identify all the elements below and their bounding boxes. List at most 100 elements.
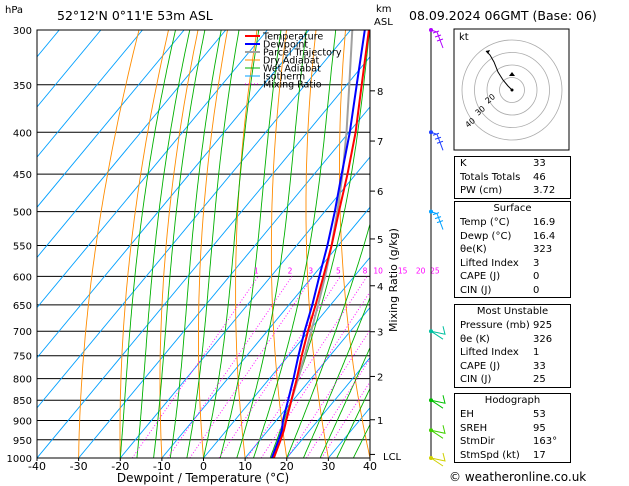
storm-motion-icon [509, 72, 515, 76]
mixing-ratio-line [131, 276, 259, 458]
hodograph-row: StmSpd (kt) 17 [455, 449, 570, 463]
dry-adiabat-line [403, 30, 453, 458]
surface-label: θe(K) [460, 244, 487, 255]
wet-adiabat-line [203, 30, 260, 458]
index-row: PW (cm) 3.72 [455, 184, 570, 198]
hodograph-value: 17 [533, 449, 546, 461]
surface-table: Surface Temp (°C) 16.9 Dewp (°C) 16.4 θe(K… [454, 201, 571, 298]
hpa-label: hPa [5, 5, 23, 16]
pressure-tick-label: 950 [13, 436, 32, 447]
isotherm-line [203, 256, 370, 458]
isotherm-line [37, 56, 370, 458]
wind-barb [430, 29, 444, 49]
hodograph-value: 95 [533, 422, 546, 434]
hodograph-trace [485, 50, 513, 91]
surface-label: Temp (°C) [460, 217, 510, 228]
pressure-tick-label: 550 [13, 241, 32, 252]
index-row: K 33 [455, 157, 570, 171]
wind-barb-icon [430, 29, 444, 49]
mixing-ratio-label: 5 [336, 266, 341, 275]
hodograph-value: 53 [533, 409, 546, 420]
mixing-ratio-label: 1 [254, 266, 259, 275]
hodograph-label: SREH [460, 422, 488, 434]
x-tick-label: -30 [70, 460, 88, 473]
lcl-label: LCL [383, 452, 402, 463]
pressure-tick-label: 750 [13, 352, 32, 363]
surface-row: CAPE (J) 0 [455, 270, 570, 284]
wet-adiabat-line [336, 387, 370, 458]
asl-label: ASL [374, 17, 393, 28]
wet-adiabat-line [119, 30, 176, 458]
hodograph-kt-label: kt [459, 32, 469, 43]
isotherm-line [37, 30, 227, 259]
mixing-ratio-line [260, 291, 370, 458]
most-unstable-label: θe (K) [460, 333, 490, 345]
index-label: PW (cm) [460, 185, 503, 196]
surface-value: 323 [533, 244, 553, 255]
location-title: 52°12'N 0°11'E 53m ASL [57, 8, 213, 23]
pressure-tick-label: 700 [13, 327, 32, 338]
x-tick-label: -10 [153, 460, 171, 473]
surface-row: Temp (°C) 16.9 [455, 216, 570, 230]
most-unstable-value: 1 [533, 347, 540, 358]
height-axis: 8 7 6 5 4 3 2 1 [370, 87, 383, 455]
wet-adiabat-line [286, 222, 370, 458]
dry-adiabat-line [159, 30, 199, 458]
index-value: 46 [533, 171, 546, 183]
hodograph-row: EH 53 [455, 408, 570, 422]
hodograph-value: 163° [533, 436, 558, 447]
isotherm-line [37, 30, 185, 208]
mixing-ratio-label: 2 [288, 266, 293, 275]
legend-label: Dry Adiabat [263, 56, 320, 67]
pressure-tick-label: 1000 [7, 454, 32, 465]
temperature-axis: -40 -30 -20 -10 0 10 20 30 40 [28, 458, 377, 473]
hodograph-label: StmSpd (kt) [460, 449, 520, 461]
indices-table: K 33 Totals Totals 46 PW (cm) 3.72 [454, 156, 571, 199]
wind-barb-icon [430, 395, 446, 409]
index-value: 33 [533, 158, 546, 169]
dry-adiabat-line [305, 30, 329, 458]
x-tick-label: 0 [200, 460, 207, 473]
wind-barb [430, 211, 444, 230]
mixing-ratio-line [167, 276, 293, 458]
legend-label: Wet Adiabat [263, 64, 321, 75]
pressure-tick-label: 450 [13, 170, 32, 181]
surface-value: 3 [533, 257, 540, 269]
x-tick-label: 20 [280, 460, 294, 473]
km-label: km [376, 4, 392, 15]
copyright-footer: © weatheronline.co.uk [449, 470, 587, 484]
most-unstable-value: 25 [533, 374, 546, 385]
wet-adiabat-line [236, 30, 307, 458]
wind-barb [430, 425, 446, 439]
mixing-ratio-label: 3 [308, 266, 313, 275]
mixing-ratio-line [218, 276, 341, 458]
temperature-line [272, 30, 370, 458]
surface-title: Surface [493, 203, 532, 214]
pressure-tick-label: 650 [13, 301, 32, 312]
surface-label: Lifted Index [460, 257, 519, 269]
surface-row: Lifted Index 3 [455, 257, 570, 271]
km-tick-label: 8 [377, 87, 383, 98]
most-unstable-title: Most Unstable [476, 306, 549, 317]
hodograph-arrow-icon [486, 50, 490, 54]
surface-label: CAPE (J) [460, 271, 501, 282]
surface-row: θe(K) 323 [455, 243, 570, 257]
dry-adiabat-line [582, 30, 629, 458]
wind-barb-icon [430, 425, 446, 439]
wet-adiabat-line [319, 346, 370, 458]
wet-adiabat-line [269, 30, 370, 458]
hodograph-ring [486, 64, 538, 116]
mixing-ratio-labels: 1 2 3 5 8 10 15 20 25 [254, 266, 440, 275]
wet-adiabat-line [153, 30, 206, 458]
surface-label: CIN (J) [460, 284, 492, 296]
wind-barb [430, 131, 444, 151]
isotherm-line [78, 106, 370, 458]
hodograph-label: StmDir [460, 436, 495, 447]
pressure-tick-label: 850 [13, 396, 32, 407]
wind-barb [430, 326, 446, 340]
km-tick-label: 2 [377, 372, 383, 383]
surface-row: Dewp (°C) 16.4 [455, 230, 570, 244]
most-unstable-table: Most Unstable Pressure (mb) 925 θe (K) 326… [454, 304, 571, 388]
most-unstable-value: 33 [533, 360, 546, 372]
